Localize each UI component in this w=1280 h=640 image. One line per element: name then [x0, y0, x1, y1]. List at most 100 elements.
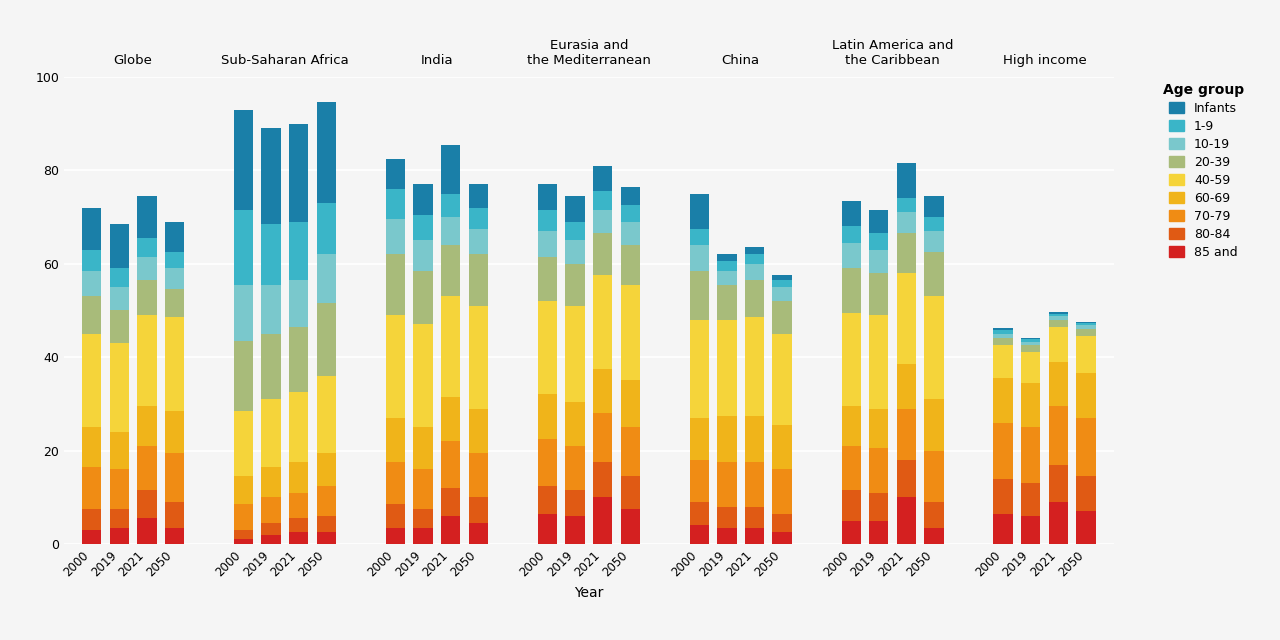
- Bar: [772, 532, 792, 544]
- Text: Sub-Saharan Africa: Sub-Saharan Africa: [221, 54, 349, 67]
- X-axis label: Year: Year: [575, 586, 603, 600]
- Bar: [566, 306, 585, 401]
- Bar: [289, 327, 308, 392]
- Bar: [593, 369, 612, 413]
- Bar: [234, 530, 253, 540]
- Bar: [1076, 511, 1096, 544]
- Bar: [924, 252, 943, 296]
- Bar: [690, 245, 709, 271]
- Bar: [468, 408, 488, 453]
- Bar: [621, 187, 640, 205]
- Bar: [413, 527, 433, 544]
- Bar: [993, 514, 1012, 544]
- Bar: [841, 268, 861, 313]
- Bar: [261, 497, 280, 523]
- Bar: [1048, 465, 1068, 502]
- Bar: [897, 460, 916, 497]
- Bar: [717, 285, 736, 320]
- Bar: [924, 451, 943, 502]
- Bar: [772, 514, 792, 532]
- Bar: [869, 315, 888, 408]
- Bar: [1076, 329, 1096, 336]
- Bar: [385, 504, 404, 527]
- Bar: [538, 394, 557, 439]
- Bar: [841, 406, 861, 446]
- Bar: [234, 210, 253, 285]
- Bar: [897, 212, 916, 234]
- Bar: [897, 408, 916, 460]
- Bar: [745, 507, 764, 527]
- Bar: [745, 317, 764, 415]
- Bar: [924, 217, 943, 231]
- Bar: [316, 254, 337, 303]
- Bar: [137, 280, 156, 315]
- Bar: [566, 221, 585, 240]
- Bar: [165, 527, 184, 544]
- Bar: [566, 196, 585, 221]
- Bar: [1021, 383, 1041, 428]
- Bar: [468, 254, 488, 306]
- Bar: [772, 275, 792, 280]
- Bar: [1048, 327, 1068, 362]
- Bar: [1048, 312, 1068, 314]
- Bar: [1048, 314, 1068, 316]
- Bar: [772, 287, 792, 301]
- Bar: [869, 448, 888, 493]
- Bar: [137, 196, 156, 238]
- Bar: [82, 509, 101, 530]
- Bar: [385, 159, 404, 189]
- Bar: [538, 486, 557, 514]
- Bar: [745, 247, 764, 254]
- Bar: [234, 476, 253, 504]
- Bar: [897, 364, 916, 408]
- Bar: [234, 109, 253, 210]
- Text: Latin America and
the Caribbean: Latin America and the Caribbean: [832, 40, 954, 67]
- Bar: [442, 488, 461, 516]
- Bar: [621, 509, 640, 544]
- Bar: [110, 310, 129, 343]
- Bar: [1048, 502, 1068, 544]
- Bar: [690, 193, 709, 228]
- Bar: [1076, 418, 1096, 476]
- Bar: [165, 252, 184, 268]
- Bar: [261, 224, 280, 285]
- Bar: [717, 415, 736, 462]
- Bar: [137, 257, 156, 280]
- Bar: [468, 184, 488, 207]
- Bar: [593, 462, 612, 497]
- Text: Globe: Globe: [114, 54, 152, 67]
- Bar: [442, 193, 461, 217]
- Bar: [289, 462, 308, 493]
- Bar: [413, 428, 433, 469]
- Bar: [82, 207, 101, 250]
- Legend: Infants, 1-9, 10-19, 20-39, 40-59, 60-69, 70-79, 80-84, 85 and: Infants, 1-9, 10-19, 20-39, 40-59, 60-69…: [1162, 83, 1244, 259]
- Bar: [316, 376, 337, 453]
- Bar: [165, 289, 184, 317]
- Bar: [772, 280, 792, 287]
- Bar: [165, 453, 184, 502]
- Bar: [621, 221, 640, 245]
- Bar: [690, 460, 709, 502]
- Bar: [897, 163, 916, 198]
- Bar: [566, 240, 585, 264]
- Bar: [385, 418, 404, 462]
- Bar: [137, 518, 156, 544]
- Bar: [413, 271, 433, 324]
- Bar: [745, 264, 764, 280]
- Bar: [621, 476, 640, 509]
- Text: High income: High income: [1002, 54, 1087, 67]
- Bar: [593, 166, 612, 191]
- Bar: [82, 250, 101, 271]
- Bar: [772, 425, 792, 469]
- Bar: [468, 207, 488, 228]
- Bar: [137, 446, 156, 490]
- Text: China: China: [722, 54, 760, 67]
- Bar: [621, 285, 640, 380]
- Bar: [717, 462, 736, 507]
- Bar: [566, 516, 585, 544]
- Bar: [137, 406, 156, 446]
- Bar: [538, 257, 557, 301]
- Bar: [1048, 406, 1068, 465]
- Bar: [993, 328, 1012, 330]
- Bar: [234, 340, 253, 411]
